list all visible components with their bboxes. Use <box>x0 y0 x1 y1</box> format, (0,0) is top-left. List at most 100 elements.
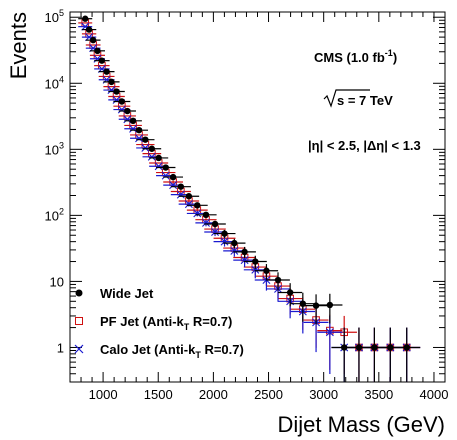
marker-wide-jet <box>135 126 143 134</box>
marker-wide-jet <box>89 36 97 44</box>
legend-item-calo-jet: Calo Jet (Anti-kT R=0.7) <box>74 342 244 360</box>
data-point <box>376 327 404 382</box>
y-tick-label: 10 <box>50 274 64 289</box>
legend-label-wide-jet-text: Wide Jet <box>100 286 154 301</box>
marker-wide-jet <box>148 145 156 152</box>
marker-wide-jet <box>355 344 363 351</box>
marker-wide-jet <box>263 267 270 274</box>
data-point <box>118 107 136 115</box>
data-point <box>149 154 169 162</box>
data-markers <box>78 15 421 382</box>
data-point <box>156 164 176 171</box>
marker-calo-jet <box>169 181 178 190</box>
data-point <box>186 202 208 209</box>
legend-marker-calo-jet <box>74 344 84 354</box>
y-tick-label-exp: 5 <box>59 8 64 18</box>
data-point <box>213 229 236 238</box>
cms-annotation-main: CMS (1.0 fb <box>314 50 385 65</box>
marker-wide-jet <box>221 230 228 237</box>
marker-wide-jet <box>312 302 320 309</box>
marker-wide-jet <box>185 193 193 200</box>
y-tick-label-base: 10 <box>45 10 59 25</box>
y-tick-label-exp: 3 <box>59 140 64 150</box>
x-tick-label: 3000 <box>309 387 338 402</box>
data-point <box>163 173 184 181</box>
legend-label-pf-jet-sub: T <box>184 322 190 332</box>
data-point <box>94 57 110 64</box>
marker-wide-jet <box>202 211 210 219</box>
sqrt-symbol <box>323 89 370 108</box>
data-point <box>178 193 200 200</box>
marker-calo-jet <box>117 105 126 114</box>
data-point <box>393 327 421 382</box>
marker-wide-jet <box>162 164 169 171</box>
marker-wide-jet <box>231 239 238 247</box>
data-point <box>243 255 267 269</box>
cms-annotation: CMS (1.0 fb-1) <box>314 48 397 65</box>
marker-wide-jet <box>326 301 334 309</box>
marker-wide-jet <box>274 276 282 284</box>
x-tick-label: 4000 <box>420 387 449 402</box>
cms-annotation-close: ) <box>393 50 397 65</box>
data-point <box>85 36 101 44</box>
data-point <box>254 264 279 280</box>
y-tick-label-base: 10 <box>45 208 59 223</box>
data-point <box>142 145 162 152</box>
x-tick-label: 1000 <box>89 387 118 402</box>
marker-wide-jet <box>371 344 378 351</box>
cms-annotation-sup: -1 <box>385 48 393 58</box>
marker-wide-jet <box>94 47 101 55</box>
y-tick-label-base: 1 <box>57 340 64 355</box>
y-tick-label-base: 10 <box>45 76 59 91</box>
marker-calo-jet <box>193 209 202 218</box>
data-point <box>108 88 125 95</box>
marker-calo-jet <box>202 218 210 227</box>
y-tick-label: 104 <box>45 74 64 91</box>
axis-ticks <box>70 12 446 383</box>
sqrt-s-text: s = 7 TeV <box>337 93 393 108</box>
legend: Wide Jet PF Jet (Anti-kT R=0.7) Calo Jet… <box>74 286 244 360</box>
legend-label-calo-jet-text: Calo Jet (Anti-k <box>100 342 196 357</box>
marker-wide-jet <box>98 57 106 64</box>
marker-calo-jet <box>240 256 249 265</box>
y-tick-label: 102 <box>45 206 64 223</box>
legend-marker-wide-jet <box>75 289 83 297</box>
data-point <box>186 209 208 218</box>
data-point <box>266 272 290 291</box>
marker-wide-jet <box>340 344 348 351</box>
data-point <box>98 68 115 75</box>
data-point <box>346 327 372 382</box>
marker-calo-jet <box>147 152 156 161</box>
legend-label-calo-jet-sub: T <box>195 350 201 360</box>
marker-calo-jet <box>161 171 170 180</box>
data-point <box>303 294 329 325</box>
data-point <box>278 283 303 307</box>
marker-wide-jet <box>129 117 137 125</box>
y-tick-label: 1 <box>57 340 64 355</box>
data-point <box>81 26 97 33</box>
legend-label-wide-jet: Wide Jet <box>100 286 154 301</box>
marker-wide-jet <box>403 344 410 351</box>
legend-item-wide-jet: Wide Jet <box>75 286 154 301</box>
y-tick-label: 103 <box>45 140 64 157</box>
marker-wide-jet <box>155 154 162 162</box>
marker-wide-jet <box>103 68 110 75</box>
marker-calo-jet <box>176 190 185 199</box>
marker-calo-jet <box>220 237 229 246</box>
data-point <box>204 220 226 228</box>
marker-calo-jet <box>184 200 193 209</box>
marker-wide-jet <box>252 258 259 265</box>
y-tick-label-exp: 2 <box>59 206 64 216</box>
data-point <box>317 293 343 324</box>
marker-wide-jet <box>387 344 394 351</box>
legend-marker-pf-jet <box>75 317 83 325</box>
marker-calo-jet <box>123 115 132 124</box>
marker-wide-jet <box>177 183 185 190</box>
marker-calo-jet <box>154 162 163 171</box>
x-tick-label: 2500 <box>254 387 283 402</box>
legend-label-pf-jet: PF Jet (Anti-kT R=0.7) <box>100 314 232 332</box>
data-point <box>124 117 142 125</box>
x-tick-label: 3500 <box>364 387 393 402</box>
